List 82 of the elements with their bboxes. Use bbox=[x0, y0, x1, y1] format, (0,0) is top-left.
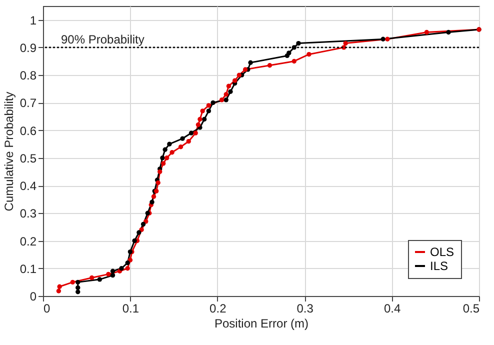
point bbox=[219, 98, 224, 102]
x-tick-label: 0.5 bbox=[462, 302, 480, 316]
y-tick-label: 0.2 bbox=[20, 234, 37, 248]
point bbox=[200, 108, 205, 114]
point bbox=[110, 268, 116, 274]
point bbox=[343, 40, 348, 46]
point bbox=[210, 100, 216, 106]
point bbox=[144, 219, 148, 224]
point bbox=[206, 103, 212, 108]
point bbox=[170, 150, 174, 155]
point bbox=[158, 169, 162, 174]
point bbox=[296, 40, 301, 46]
x-tick-label: 0.4 bbox=[384, 302, 401, 316]
point bbox=[206, 108, 212, 114]
point bbox=[226, 84, 232, 88]
point bbox=[57, 284, 62, 289]
point bbox=[89, 275, 94, 280]
point bbox=[286, 50, 292, 56]
point bbox=[160, 156, 165, 160]
point bbox=[180, 136, 185, 141]
point bbox=[119, 266, 124, 271]
point bbox=[136, 230, 142, 235]
point bbox=[186, 138, 191, 144]
point bbox=[56, 288, 62, 294]
y-tick-label: 1 bbox=[30, 13, 37, 28]
point bbox=[106, 272, 111, 277]
y-tick-label: 0.6 bbox=[20, 124, 37, 138]
point bbox=[196, 122, 201, 128]
y-tick-label: 0.9 bbox=[20, 40, 37, 55]
point bbox=[178, 144, 184, 150]
y-tick-label: 0.1 bbox=[20, 262, 37, 276]
point bbox=[248, 60, 253, 65]
point bbox=[125, 266, 130, 271]
point bbox=[167, 142, 172, 146]
point bbox=[132, 238, 137, 244]
y-axis-title: Cumulative Probability bbox=[2, 92, 16, 212]
point bbox=[151, 194, 156, 199]
x-tick-label: 0 bbox=[44, 302, 50, 316]
point bbox=[224, 98, 228, 102]
point bbox=[76, 280, 80, 285]
y-tick-label: 0.3 bbox=[20, 206, 37, 221]
point bbox=[76, 285, 80, 290]
point bbox=[267, 63, 272, 68]
point bbox=[292, 58, 296, 64]
point bbox=[424, 30, 430, 35]
x-axis-title: Position Error (m) bbox=[214, 316, 309, 330]
y-tick-label: 0.8 bbox=[20, 68, 37, 83]
point bbox=[228, 89, 233, 94]
point bbox=[140, 222, 146, 227]
point bbox=[70, 280, 75, 285]
point bbox=[380, 36, 386, 42]
point bbox=[306, 52, 312, 57]
y-tick-label: 0.7 bbox=[20, 96, 37, 110]
point bbox=[110, 272, 116, 278]
point bbox=[156, 180, 160, 186]
y-tick-label: 0.4 bbox=[20, 179, 37, 194]
point bbox=[193, 130, 198, 136]
point bbox=[76, 290, 80, 294]
x-tick-label: 0.3 bbox=[296, 302, 314, 316]
point bbox=[446, 30, 451, 35]
point bbox=[125, 260, 130, 266]
x-tick-label: 0.2 bbox=[210, 302, 227, 316]
point bbox=[198, 116, 202, 122]
point bbox=[385, 36, 390, 42]
point bbox=[242, 67, 248, 72]
ref-line-label: 90% Probability bbox=[61, 32, 144, 46]
legend-label: ILS bbox=[430, 259, 448, 273]
y-tick-label: 0.5 bbox=[20, 151, 37, 166]
point bbox=[139, 227, 144, 232]
point bbox=[164, 156, 170, 160]
x-tick-label: 0.1 bbox=[122, 302, 140, 316]
legend-label: OLS bbox=[430, 245, 454, 259]
point bbox=[232, 78, 238, 83]
point bbox=[236, 72, 242, 78]
point bbox=[97, 277, 102, 282]
point bbox=[202, 116, 207, 122]
point bbox=[162, 147, 168, 152]
point bbox=[188, 130, 194, 136]
y-tick-label: 0 bbox=[30, 290, 37, 304]
point bbox=[150, 200, 154, 204]
point bbox=[224, 92, 228, 97]
point bbox=[160, 161, 166, 166]
